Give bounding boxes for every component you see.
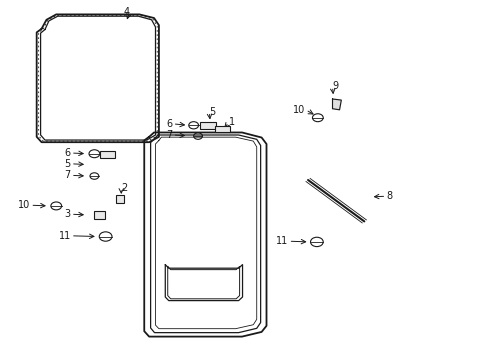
Text: 2: 2 bbox=[121, 183, 127, 193]
Text: 9: 9 bbox=[332, 81, 338, 91]
Bar bbox=[200, 122, 216, 129]
Text: 4: 4 bbox=[123, 6, 129, 17]
Bar bbox=[116, 195, 123, 203]
Text: 3: 3 bbox=[64, 209, 71, 219]
Text: 5: 5 bbox=[64, 159, 71, 169]
Text: 7: 7 bbox=[166, 130, 172, 140]
Text: 1: 1 bbox=[228, 117, 235, 127]
Text: 11: 11 bbox=[59, 231, 71, 241]
Text: 6: 6 bbox=[166, 119, 172, 129]
Bar bbox=[94, 211, 104, 219]
Text: 6: 6 bbox=[64, 148, 71, 158]
Polygon shape bbox=[332, 99, 341, 110]
Text: 7: 7 bbox=[64, 170, 71, 180]
Bar bbox=[100, 151, 115, 158]
Text: 10: 10 bbox=[18, 200, 30, 210]
Text: 11: 11 bbox=[276, 236, 288, 246]
Text: 5: 5 bbox=[209, 107, 215, 117]
Text: 8: 8 bbox=[386, 191, 392, 201]
Bar bbox=[215, 126, 229, 132]
Text: 10: 10 bbox=[293, 105, 305, 115]
